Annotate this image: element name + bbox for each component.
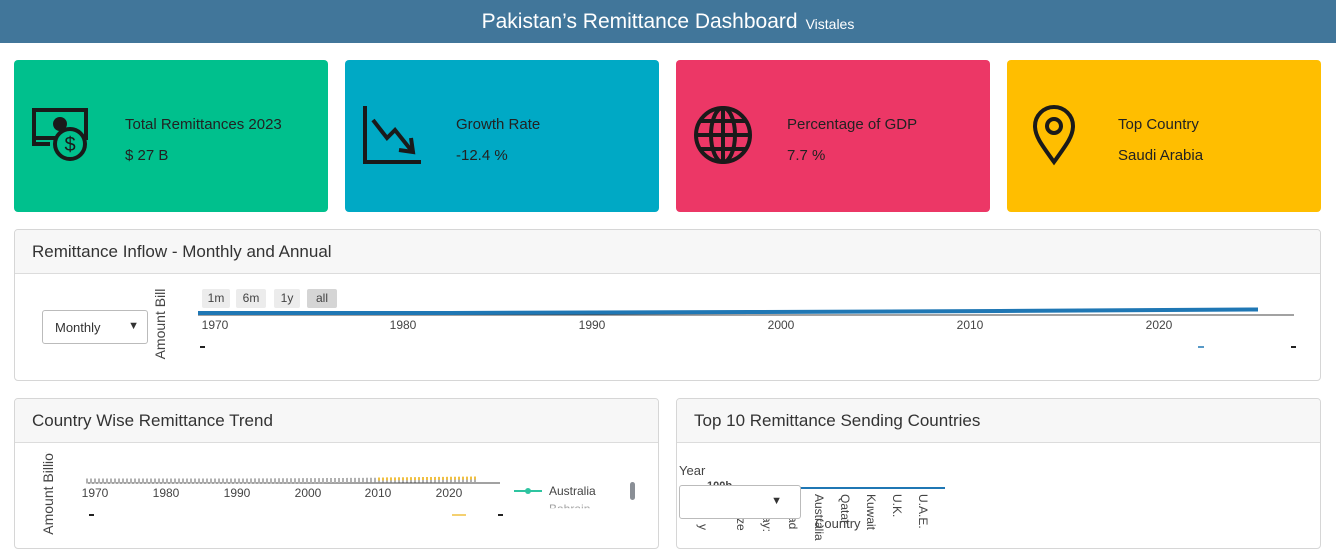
top10-x-label-cut: ze [734, 518, 748, 531]
country-series-gold [377, 476, 479, 481]
top10-x-label-cut: ad [786, 516, 800, 529]
top10-x-label: U.K. [890, 494, 904, 517]
country-trend-chart[interactable]: Amount Billion 1970 1980 1990 2000 2010 … [38, 452, 646, 542]
frequency-select-value: Monthly [55, 320, 101, 335]
inflow-series-line [198, 307, 1258, 315]
top10-x-label: U.A.E. [916, 494, 930, 529]
money-icon: $ [32, 108, 88, 161]
country-trend-x-tick: 1970 [82, 486, 109, 500]
kpi-card-growth-rate: Growth Rate -12.4 % [345, 60, 659, 212]
inflow-x-tick: 1970 [202, 318, 229, 332]
country-trend-x-tick: 2010 [365, 486, 392, 500]
chevron-down-icon: ▼ [128, 320, 139, 332]
inflow-chart[interactable]: Amount Bill 1970 1980 1990 2000 2010 202… [150, 282, 1310, 366]
kpi-label: Growth Rate [456, 116, 541, 133]
top10-card-title: Top 10 Remittance Sending Countries [677, 399, 1320, 443]
inflow-x-tick: 2000 [768, 318, 795, 332]
trend-down-icon [363, 106, 421, 164]
year-select[interactable]: ▼ [679, 485, 801, 519]
top10-x-label-cut: y [696, 524, 710, 530]
top10-chart[interactable]: Year 100b y ze ay: ad Australia Qatar Ku… [677, 460, 977, 548]
top10-x-axis-label: Country [815, 516, 861, 531]
brand-name: Vistales [805, 15, 855, 32]
top10-x-label: Australia [812, 494, 826, 541]
kpi-label: Top Country [1118, 116, 1199, 133]
country-series-gray [86, 477, 479, 484]
kpi-card-percentage-gdp: Percentage of GDP 7.7 % [676, 60, 990, 212]
inflow-card-title: Remittance Inflow - Monthly and Annual [15, 230, 1320, 274]
country-trend-x-tick: 2000 [295, 486, 322, 500]
top10-x-label: Qatar [838, 494, 852, 524]
location-pin-icon [1032, 105, 1076, 166]
kpi-value: -12.4 % [456, 147, 508, 164]
range-button-1m[interactable]: 1m [202, 289, 230, 308]
inflow-x-tick: 2010 [957, 318, 984, 332]
legend-scrollbar[interactable] [630, 482, 635, 500]
svg-text:$: $ [64, 134, 75, 156]
kpi-value: Saudi Arabia [1118, 147, 1204, 164]
country-trend-card: Country Wise Remittance Trend [14, 398, 659, 549]
kpi-card-top-country: Top Country Saudi Arabia [1007, 60, 1321, 212]
legend-label-bahrain[interactable]: Bahrain [549, 502, 590, 516]
inflow-x-tick: 1990 [579, 318, 606, 332]
kpi-label: Percentage of GDP [787, 116, 918, 133]
range-button-6m[interactable]: 6m [236, 289, 266, 308]
country-trend-x-tick: 1980 [153, 486, 180, 500]
country-trend-y-axis-label: Amount Billion [40, 452, 56, 535]
top10-card: Top 10 Remittance Sending Countries [676, 398, 1321, 549]
kpi-label: Total Remittances 2023 [125, 116, 282, 133]
globe-icon [694, 106, 752, 164]
inflow-y-axis-label: Amount Bill [152, 289, 168, 360]
page-title: Pakistan’s Remittance Dashboard [481, 9, 798, 33]
country-trend-x-tick: 2020 [436, 486, 463, 500]
inflow-x-tick: 1980 [390, 318, 417, 332]
legend-marker-australia [525, 488, 531, 494]
country-trend-card-title: Country Wise Remittance Trend [15, 399, 658, 443]
range-button-1y[interactable]: 1y [274, 289, 300, 308]
country-trend-x-tick: 1990 [224, 486, 251, 500]
inflow-x-tick: 2020 [1146, 318, 1173, 332]
top10-x-label-cut: ay: [760, 516, 774, 532]
range-button-all[interactable]: all [307, 289, 337, 308]
chevron-down-icon: ▼ [771, 495, 782, 507]
kpi-value: 7.7 % [787, 147, 826, 164]
legend-label-australia[interactable]: Australia [549, 484, 596, 498]
inflow-card: Remittance Inflow - Monthly and Annual [14, 229, 1321, 381]
dashboard-header: Pakistan’s Remittance Dashboard Vistales [0, 0, 1336, 43]
year-select-label: Year [679, 463, 706, 478]
top10-x-label: Kuwait [864, 494, 878, 531]
kpi-card-total-remittances: $ Total Remittances 2023 $ 27 B [14, 60, 328, 212]
frequency-select[interactable]: Monthly ▼ [42, 310, 148, 344]
kpi-value: $ 27 B [125, 147, 169, 164]
